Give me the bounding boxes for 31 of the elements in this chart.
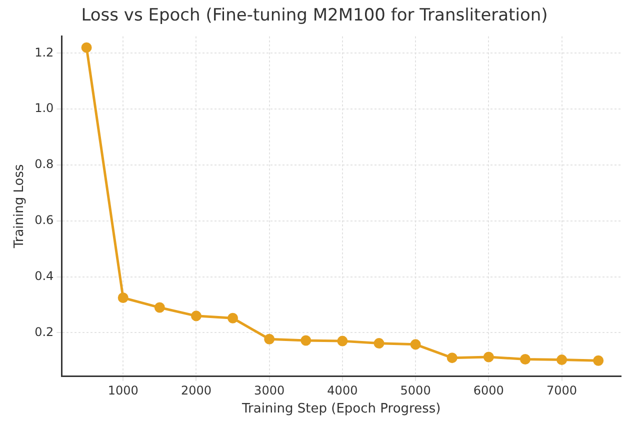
y-tick-label: 0.4 <box>34 268 54 283</box>
point <box>337 336 348 346</box>
point <box>483 352 494 362</box>
point <box>374 338 384 349</box>
y-tick-label: 1.2 <box>34 45 54 60</box>
point <box>556 354 568 366</box>
y-tick-label: 1.0 <box>34 101 54 116</box>
x-axis-title: Training Step (Epoch Progress) <box>240 402 441 417</box>
point <box>81 42 92 53</box>
point <box>410 339 421 350</box>
y-tick-label: 0.2 <box>34 324 54 339</box>
point <box>264 334 275 344</box>
x-tick-label: 5000 <box>400 383 431 398</box>
point <box>520 354 530 364</box>
point <box>228 312 238 324</box>
point <box>118 292 128 303</box>
x-tick-label: 2000 <box>180 383 212 398</box>
y-axis-title: Training Loss <box>12 164 28 250</box>
point <box>446 352 458 364</box>
x-tick-label: 4000 <box>327 383 358 398</box>
x-tick-label: 1000 <box>108 383 138 398</box>
y-tick-label: 0.8 <box>34 157 54 172</box>
point <box>190 310 202 322</box>
x-tick-label: 6000 <box>473 383 504 398</box>
point <box>300 335 312 346</box>
point <box>154 302 165 313</box>
point <box>593 355 604 366</box>
y-tick-label: 0.6 <box>34 213 54 227</box>
x-tick-label: 3000 <box>254 383 285 398</box>
chart-title: Loss vs Epoch (Fine-tuning M2M100 for Transliteration) <box>81 6 548 26</box>
x-tick-label: 7000 <box>546 383 578 398</box>
